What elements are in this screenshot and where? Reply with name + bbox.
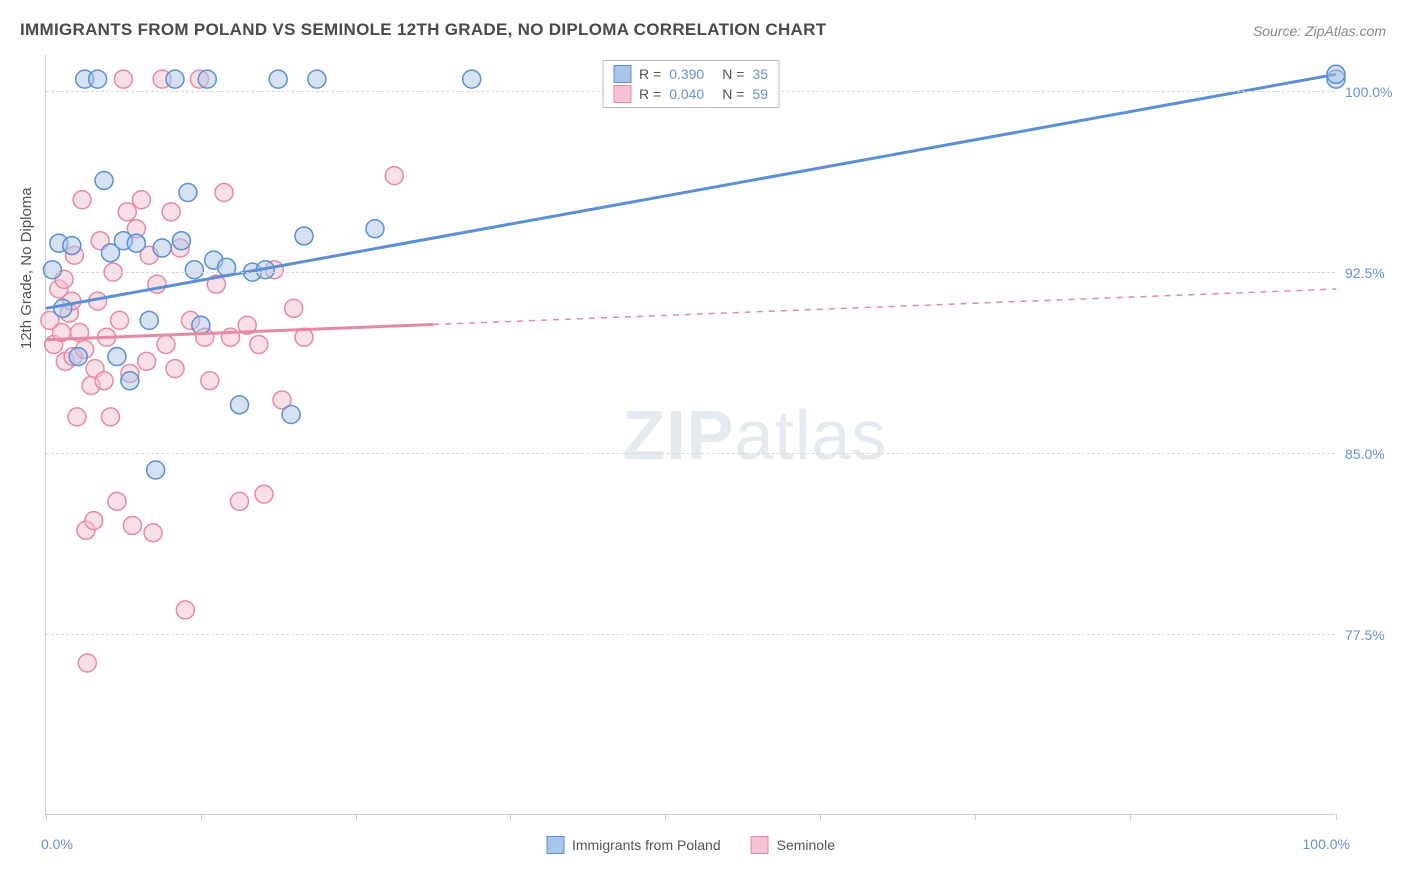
series-legend: Immigrants from Poland Seminole [546, 836, 835, 854]
data-point [111, 311, 129, 329]
gridline: 85.0% [46, 453, 1335, 454]
data-point [95, 372, 113, 390]
trend-line-dashed [433, 289, 1336, 324]
data-point [54, 299, 72, 317]
legend-item-poland: Immigrants from Poland [546, 836, 721, 854]
data-point [166, 70, 184, 88]
data-point [308, 70, 326, 88]
data-point [463, 70, 481, 88]
x-tick [356, 814, 357, 820]
data-point [157, 336, 175, 354]
data-point [282, 405, 300, 423]
x-tick [1336, 814, 1337, 820]
data-point [43, 261, 61, 279]
chart-title: IMMIGRANTS FROM POLAND VS SEMINOLE 12TH … [20, 20, 826, 40]
data-point [108, 348, 126, 366]
data-point [63, 237, 81, 255]
legend-label-seminole: Seminole [777, 837, 835, 853]
data-point [102, 408, 120, 426]
data-point [366, 220, 384, 238]
correlation-legend: R = 0.390 N = 35 R = 0.040 N = 59 [602, 60, 779, 108]
data-point [127, 234, 145, 252]
legend-item-seminole: Seminole [751, 836, 835, 854]
n-label: N = [722, 66, 744, 82]
data-point [192, 316, 210, 334]
y-tick-label: 100.0% [1345, 84, 1405, 100]
data-point [201, 372, 219, 390]
x-tick [46, 814, 47, 820]
legend-row-poland: R = 0.390 N = 35 [613, 65, 768, 83]
legend-label-poland: Immigrants from Poland [572, 837, 721, 853]
n-value-seminole: 59 [752, 86, 768, 102]
data-point [144, 524, 162, 542]
data-point [250, 336, 268, 354]
data-point [140, 311, 158, 329]
x-tick [510, 814, 511, 820]
trend-line [46, 74, 1336, 308]
data-point [153, 239, 171, 257]
data-point [147, 461, 165, 479]
y-tick-label: 77.5% [1345, 627, 1405, 643]
r-label: R = [639, 86, 661, 102]
trend-endpoint [1327, 65, 1345, 83]
plot-area: ZIPatlas R = 0.390 N = 35 R = 0.040 N = … [45, 55, 1335, 815]
data-point [231, 492, 249, 510]
x-tick [665, 814, 666, 820]
data-point [185, 261, 203, 279]
data-point [123, 516, 141, 534]
data-point [255, 485, 273, 503]
data-point [172, 232, 190, 250]
data-point [285, 299, 303, 317]
n-label: N = [722, 86, 744, 102]
data-point [179, 184, 197, 202]
data-point [385, 167, 403, 185]
y-tick-label: 85.0% [1345, 446, 1405, 462]
data-point [231, 396, 249, 414]
plot-svg [46, 55, 1335, 814]
r-value-poland: 0.390 [669, 66, 704, 82]
data-point [78, 654, 96, 672]
legend-row-seminole: R = 0.040 N = 59 [613, 85, 768, 103]
x-axis-max-label: 100.0% [1303, 836, 1350, 852]
data-point [132, 191, 150, 209]
source-attribution: Source: ZipAtlas.com [1253, 23, 1386, 39]
swatch-seminole-icon [751, 836, 769, 854]
r-label: R = [639, 66, 661, 82]
data-point [176, 601, 194, 619]
gridline: 92.5% [46, 272, 1335, 273]
data-point [295, 227, 313, 245]
r-value-seminole: 0.040 [669, 86, 704, 102]
x-tick [1130, 814, 1131, 820]
n-value-poland: 35 [752, 66, 768, 82]
data-point [114, 70, 132, 88]
data-point [198, 70, 216, 88]
data-point [269, 70, 287, 88]
gridline: 77.5% [46, 634, 1335, 635]
data-point [138, 352, 156, 370]
data-point [215, 184, 233, 202]
data-point [121, 372, 139, 390]
swatch-poland [613, 65, 631, 83]
data-point [68, 408, 86, 426]
data-point [85, 512, 103, 530]
data-point [166, 360, 184, 378]
data-point [118, 203, 136, 221]
data-point [162, 203, 180, 221]
data-point [95, 171, 113, 189]
data-point [108, 492, 126, 510]
data-point [89, 70, 107, 88]
x-axis-min-label: 0.0% [41, 836, 73, 852]
x-tick [201, 814, 202, 820]
y-axis-title: 12th Grade, No Diploma [18, 187, 35, 349]
data-point [69, 348, 87, 366]
x-tick [820, 814, 821, 820]
data-point [73, 191, 91, 209]
y-tick-label: 92.5% [1345, 265, 1405, 281]
x-tick [975, 814, 976, 820]
swatch-poland-icon [546, 836, 564, 854]
swatch-seminole [613, 85, 631, 103]
